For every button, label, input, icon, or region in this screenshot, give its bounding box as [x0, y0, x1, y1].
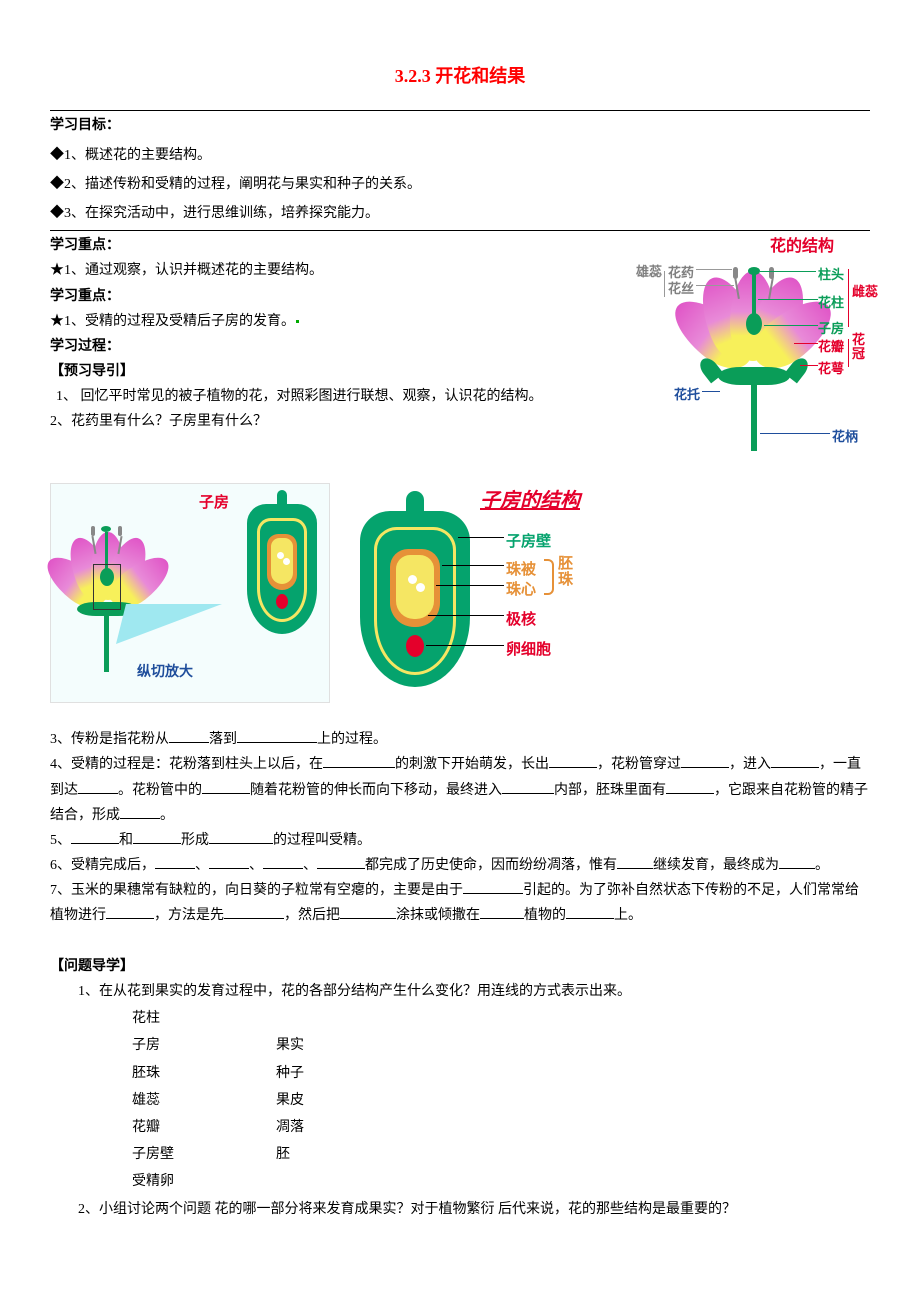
label-petal: 花瓣: [818, 335, 844, 358]
leader-line: [696, 269, 732, 270]
question-3: 3、传粉是指花粉从落到上的过程。: [50, 727, 870, 752]
leader-line: [664, 271, 665, 297]
label-receptacle: 花托: [674, 383, 700, 406]
match-table: 花柱 子房果实 胚珠种子 雄蕊果皮 花瓣凋落 子房壁胚 受精卵: [130, 1004, 406, 1196]
goal-item: ◆2、描述传粉和受精的过程，阐明花与果实和种子的关系。: [50, 172, 870, 197]
bracket: [544, 559, 554, 595]
probe-item: 2、小组讨论两个问题 花的哪一部分将来发育成果实？对于植物繁衍 后代来说，花的那…: [50, 1197, 870, 1222]
match-right: 胚: [276, 1142, 404, 1167]
leader-line: [848, 339, 849, 367]
label-corolla: 花冠: [852, 333, 866, 362]
label-stigma: 柱头: [818, 263, 844, 286]
leader-line: [848, 269, 849, 327]
label-egg-cell: 卵细胞: [506, 637, 551, 664]
question-6: 6、受精完成后，、、、都完成了历史使命，因而纷纷凋落，惟有继续发育，最终成为。: [50, 853, 870, 878]
question-7: 7、玉米的果穗常有缺粒的，向日葵的子粒常有空瘪的，主要是由于引起的。为了弥补自然…: [50, 878, 870, 928]
figure-title: 花的结构: [770, 233, 834, 262]
divider: [50, 110, 870, 111]
emphasis-item: ★1、受精的过程及受精后子房的发育。: [50, 309, 624, 334]
label-pistil: 雌蕊: [852, 285, 866, 299]
section-box: [93, 564, 121, 610]
leader-line: [764, 325, 818, 326]
probe-heading: 【问题导学】: [50, 954, 870, 979]
divider: [50, 230, 870, 231]
flower-structure-figure: 花的结构 雄蕊 花药 花丝 柱头 花柱 子房: [634, 233, 870, 471]
leader-line: [426, 645, 504, 646]
goal-item: ◆1、概述花的主要结构。: [50, 143, 870, 168]
anther-shape: [733, 267, 738, 279]
label-filament: 花丝: [668, 277, 694, 300]
match-left: 花柱: [132, 1006, 274, 1031]
ovary-neck: [277, 490, 287, 510]
label-ovule: 胚珠: [558, 557, 574, 589]
ovary-neck: [406, 491, 424, 519]
question-4: 4、受精的过程是：花粉落到柱头上以后，在的刺激下开始萌发，长出，花粉管穿过，进入…: [50, 752, 870, 828]
label-ovary-wall: 子房壁: [506, 529, 551, 556]
preview-item: 2、花药里有什么？子房里有什么？: [50, 409, 624, 434]
leader-line: [760, 433, 830, 434]
goal-item: ◆3、在探究活动中，进行思维训练，培养探究能力。: [50, 201, 870, 226]
leader-line: [758, 299, 818, 300]
match-left: 受精卵: [132, 1169, 274, 1194]
zoom-label: 纵切放大: [137, 660, 193, 685]
match-right: 果皮: [276, 1088, 404, 1113]
match-left: 胚珠: [132, 1061, 274, 1086]
leader-line: [428, 615, 504, 616]
emphasis-heading: 学习重点：: [50, 233, 624, 258]
stem-shape: [751, 381, 757, 451]
leader-line: [436, 585, 504, 586]
question-5: 5、和形成的过程叫受精。: [50, 828, 870, 853]
page-title: 3.2.3 开花和结果: [50, 60, 870, 92]
leader-line: [794, 343, 818, 344]
figure-strip: 子房 纵切放大 子房的结构: [50, 483, 870, 703]
egg-cell: [406, 635, 424, 657]
match-right: 凋落: [276, 1115, 404, 1140]
dot-icon: [296, 320, 299, 323]
nucellus: [396, 555, 434, 619]
match-right: 果实: [276, 1033, 404, 1058]
label-pedicel: 花柄: [832, 425, 858, 448]
zoom-wedge: [116, 604, 222, 644]
label-nucellus: 珠心: [506, 577, 536, 604]
label-stamen: 雄蕊: [634, 265, 662, 279]
label-style: 花柱: [818, 291, 844, 314]
leader-line: [760, 271, 816, 272]
leader-line: [800, 365, 818, 366]
anther-shape: [91, 526, 95, 536]
flower-ovary-figure: 子房 纵切放大: [50, 483, 330, 703]
probe-item: 1、在从花到果实的发育过程中，花的各部分结构产生什么变化？用连线的方式表示出来。: [50, 979, 870, 1004]
stem-shape: [104, 612, 109, 672]
leader-line: [702, 391, 720, 392]
leader-line: [696, 285, 734, 286]
match-left: 子房: [132, 1033, 274, 1058]
preview-heading: 【预习导引】: [50, 359, 624, 384]
figure-title: 子房的结构: [480, 483, 580, 519]
process-heading: 学习过程：: [50, 334, 624, 359]
preview-item: 1、 回忆平时常见的被子植物的花，对照彩图进行联想、观察，认识花的结构。: [50, 384, 624, 409]
body-text: 学习重点： ★1、通过观察，认识并概述花的主要结构。 学习重点： ★1、受精的过…: [50, 233, 624, 435]
label-polar-nucleus: 极核: [506, 607, 536, 634]
label-sepal: 花萼: [818, 357, 844, 380]
ovary-structure-figure: 子房的结构 子房壁 珠被 珠心 胚珠 极核 卵细胞: [350, 483, 670, 703]
leader-line: [442, 565, 504, 566]
match-left: 花瓣: [132, 1115, 274, 1140]
emphasis-heading: 学习重点：: [50, 284, 624, 309]
match-left: 子房壁: [132, 1142, 274, 1167]
anther-shape: [769, 267, 774, 279]
emphasis-item: ★1、通过观察，认识并概述花的主要结构。: [50, 258, 624, 283]
match-left: 雄蕊: [132, 1088, 274, 1113]
anther-shape: [118, 526, 122, 536]
match-right: 种子: [276, 1061, 404, 1086]
ovary-shape: [746, 313, 762, 335]
leader-line: [458, 537, 504, 538]
body-row: 学习重点： ★1、通过观察，认识并概述花的主要结构。 学习重点： ★1、受精的过…: [50, 233, 870, 471]
goals-heading: 学习目标：: [50, 113, 870, 138]
figure-label: 子房: [199, 490, 229, 517]
